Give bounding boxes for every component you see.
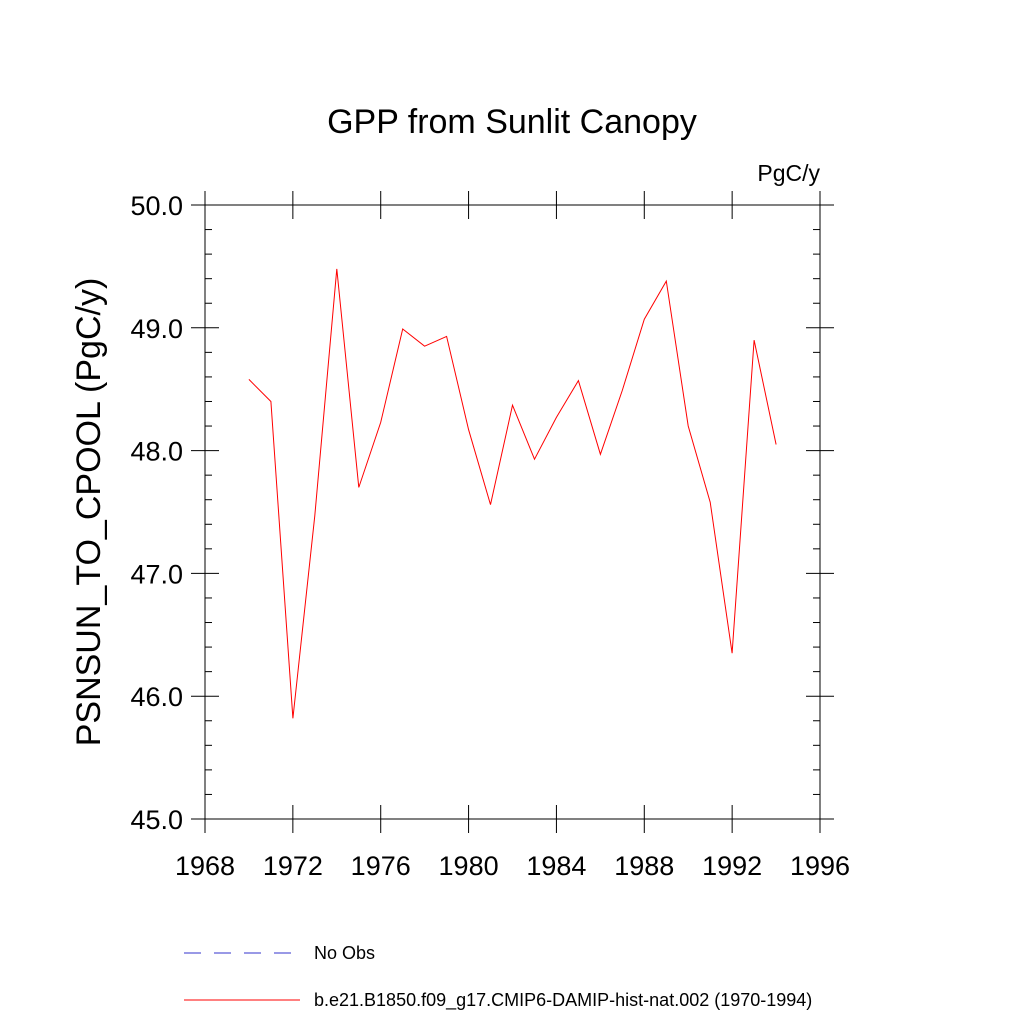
y-tick-label: 48.0 <box>130 437 183 467</box>
legend-label-0: No Obs <box>314 943 375 963</box>
y-tick-label: 47.0 <box>130 559 183 589</box>
series-line-0 <box>248 268 777 719</box>
legend-label-1: b.e21.B1850.f09_g17.CMIP6-DAMIP-hist-nat… <box>314 990 812 1011</box>
x-tick-label: 1976 <box>351 851 411 881</box>
legend: No Obs b.e21.B1850.f09_g17.CMIP6-DAMIP-hi… <box>184 943 812 1011</box>
minor-ticks <box>205 229 820 795</box>
x-tick-label: 1972 <box>263 851 323 881</box>
chart-title: GPP from Sunlit Canopy <box>327 103 697 141</box>
y-tick-labels: 45.0 46.0 47.0 48.0 49.0 50.0 <box>130 191 183 835</box>
x-tick-label: 1988 <box>614 851 674 881</box>
x-tick-label: 1968 <box>175 851 235 881</box>
x-tick-label: 1984 <box>526 851 586 881</box>
x-tick-label: 1996 <box>790 851 850 881</box>
plot-frame <box>204 204 821 820</box>
x-tick-label: 1980 <box>439 851 499 881</box>
y-tick-label: 46.0 <box>130 682 183 712</box>
y-axis-label: PSNSUN_TO_CPOOL (PgC/y) <box>70 278 108 747</box>
y-tick-label: 50.0 <box>130 191 183 221</box>
series-layer <box>248 268 777 719</box>
chart-units: PgC/y <box>757 160 820 186</box>
major-ticks <box>191 191 834 833</box>
x-tick-labels: 1968 1972 1976 1980 1984 1988 1992 1996 <box>175 851 850 881</box>
y-tick-label: 45.0 <box>130 805 183 835</box>
y-tick-label: 49.0 <box>130 314 183 344</box>
x-tick-label: 1992 <box>702 851 762 881</box>
